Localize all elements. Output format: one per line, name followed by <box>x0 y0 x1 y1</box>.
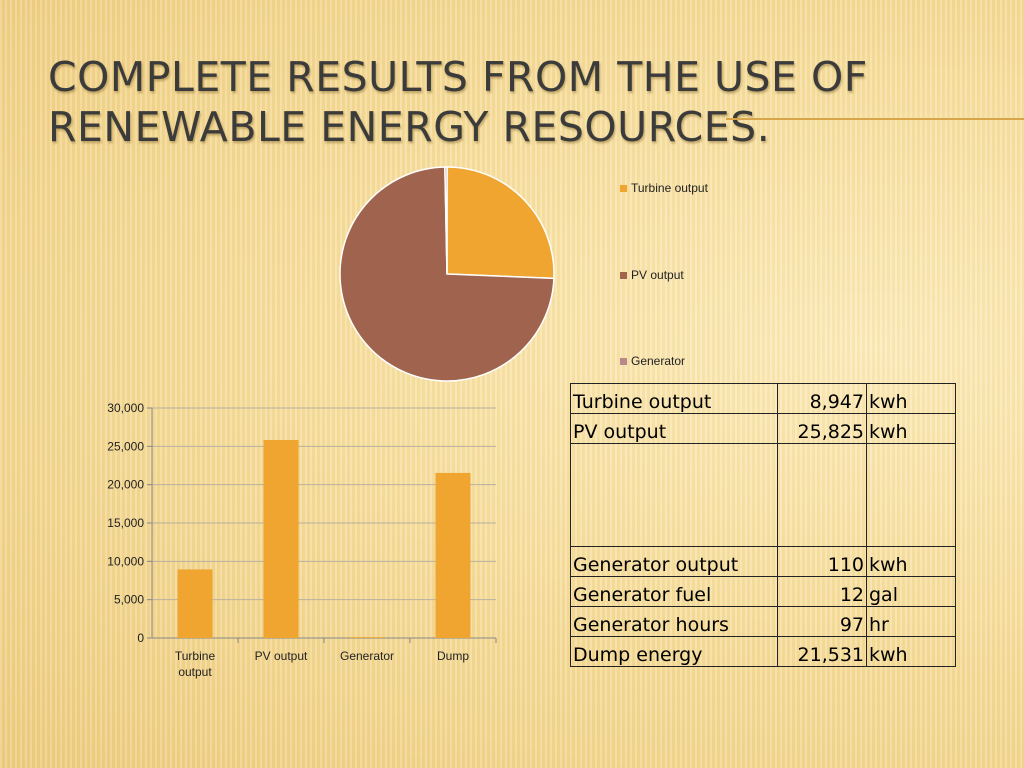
row-value: 25,825 <box>777 413 867 444</box>
legend-item: Generator <box>620 354 685 368</box>
bar-pv-output <box>263 440 299 638</box>
x-tick-label: Turbine output <box>175 649 216 679</box>
legend-swatch <box>620 357 627 365</box>
y-tick-label: 15,000 <box>107 516 144 530</box>
row-label: PV output <box>570 413 778 444</box>
y-tick-label: 0 <box>137 631 144 645</box>
row-value: 8,947 <box>777 383 867 414</box>
legend-label: Turbine output <box>631 181 708 195</box>
bar-chart: 0 5,000 10,000 15,000 20,000 25,000 30,000 Turb… <box>107 401 497 679</box>
bar-dump <box>435 472 471 638</box>
table-row: Turbine output 8,947 kwh <box>570 383 956 414</box>
row-value <box>777 443 867 547</box>
table-row <box>570 443 956 547</box>
row-unit: gal <box>866 576 956 607</box>
pie-slice-generator <box>444 166 448 275</box>
bar-generator <box>349 637 385 638</box>
slide-title: Complete results from the use of renewab… <box>48 53 868 151</box>
row-label <box>570 443 778 547</box>
y-tick-label: 5,000 <box>114 593 144 607</box>
row-unit: kwh <box>866 546 956 577</box>
row-unit: hr <box>866 606 956 637</box>
y-tick-label: 10,000 <box>107 554 144 568</box>
legend-swatch <box>620 271 627 279</box>
table-row: Generator output 110 kwh <box>570 546 956 577</box>
legend-swatch <box>620 184 627 192</box>
row-unit: kwh <box>866 383 956 414</box>
row-value: 97 <box>777 606 867 637</box>
pie-legend: Turbine output PV output Generator <box>620 178 840 378</box>
row-value: 110 <box>777 546 867 577</box>
row-label: Turbine output <box>570 383 778 414</box>
pie-slice-turbine-output <box>446 166 555 280</box>
row-unit: kwh <box>866 413 956 444</box>
row-unit <box>866 443 956 547</box>
x-tick-label: PV output <box>255 649 308 663</box>
pie-slice-pv-output <box>339 166 555 382</box>
y-tick-label: 25,000 <box>107 439 144 453</box>
results-table: Turbine output 8,947 kwh PV output 25,825 kwh… <box>570 383 956 667</box>
x-tick-label: Generator <box>340 649 394 663</box>
row-value: 12 <box>777 576 867 607</box>
title-underline <box>726 118 1024 120</box>
table-row: Generator fuel 12 gal <box>570 576 956 607</box>
row-value: 21,531 <box>777 636 867 667</box>
row-label: Generator fuel <box>570 576 778 607</box>
legend-label: Generator <box>631 354 686 368</box>
row-unit: kwh <box>866 636 956 667</box>
y-tick-label: 20,000 <box>107 478 144 492</box>
row-label: Dump energy <box>570 636 778 667</box>
legend-item: PV output <box>620 268 684 282</box>
row-label: Generator hours <box>570 606 778 637</box>
legend-label: PV output <box>631 268 684 282</box>
legend-item: Turbine output <box>620 181 708 195</box>
y-tick-label: 30,000 <box>107 401 144 415</box>
table-row: Dump energy 21,531 kwh <box>570 636 956 667</box>
row-label: Generator output <box>570 546 778 577</box>
table-row: Generator hours 97 hr <box>570 606 956 637</box>
x-tick-label: Dump <box>437 649 469 663</box>
table-row: PV output 25,825 kwh <box>570 413 956 444</box>
pie-chart <box>339 166 555 382</box>
bar-turbine-output <box>177 569 213 638</box>
